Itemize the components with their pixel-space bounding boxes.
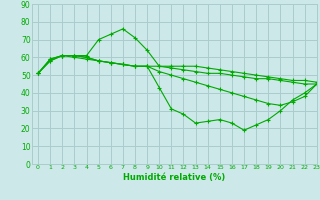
X-axis label: Humidité relative (%): Humidité relative (%) [123,173,226,182]
